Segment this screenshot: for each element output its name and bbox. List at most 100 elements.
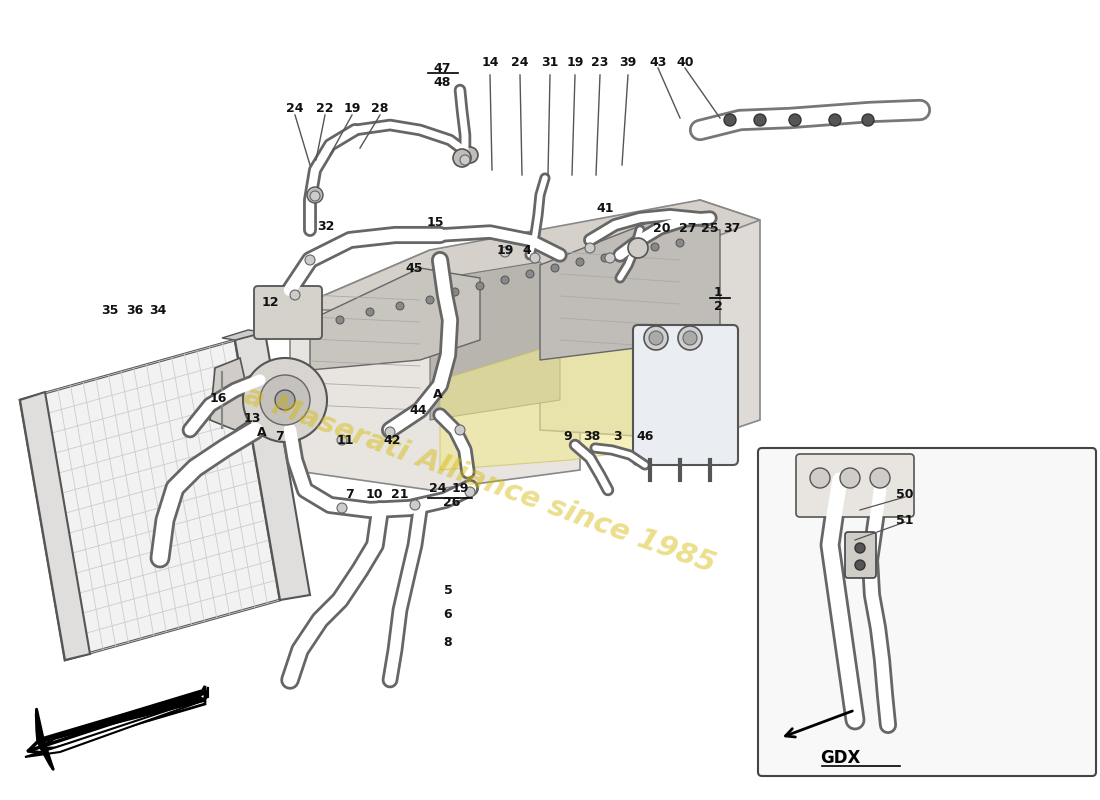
Text: 51: 51 [896, 514, 914, 526]
Circle shape [460, 155, 470, 165]
Text: 11: 11 [337, 434, 354, 446]
Polygon shape [25, 687, 208, 757]
Text: 46: 46 [636, 430, 653, 442]
Text: 50: 50 [896, 487, 914, 501]
Text: 45: 45 [405, 262, 422, 274]
Polygon shape [440, 340, 640, 470]
Text: 44: 44 [409, 403, 427, 417]
Circle shape [500, 276, 509, 284]
Text: a Maserati Alliance since 1985: a Maserati Alliance since 1985 [241, 382, 719, 578]
Circle shape [337, 435, 346, 445]
Text: 19: 19 [343, 102, 361, 114]
Text: 41: 41 [596, 202, 614, 214]
Circle shape [410, 500, 420, 510]
Text: 12: 12 [262, 295, 278, 309]
FancyBboxPatch shape [254, 286, 322, 339]
Text: 6: 6 [443, 609, 452, 622]
Circle shape [337, 503, 346, 513]
Polygon shape [210, 358, 250, 430]
Circle shape [810, 468, 830, 488]
Text: 24: 24 [286, 102, 304, 114]
Circle shape [426, 296, 434, 304]
Polygon shape [540, 218, 720, 360]
Text: 43: 43 [649, 55, 667, 69]
Text: 5: 5 [443, 583, 452, 597]
Circle shape [829, 114, 842, 126]
Circle shape [601, 254, 609, 262]
Polygon shape [20, 340, 281, 660]
Text: 25: 25 [702, 222, 718, 234]
Circle shape [476, 282, 484, 290]
Circle shape [462, 147, 478, 163]
Text: 7: 7 [276, 430, 285, 442]
Circle shape [855, 560, 865, 570]
Circle shape [366, 308, 374, 316]
Circle shape [676, 239, 684, 247]
Circle shape [260, 375, 310, 425]
Circle shape [678, 326, 702, 350]
Circle shape [644, 326, 668, 350]
Text: 31: 31 [541, 55, 559, 69]
Text: A: A [433, 387, 443, 401]
Text: 38: 38 [583, 430, 601, 442]
Circle shape [789, 114, 801, 126]
Circle shape [455, 425, 465, 435]
Circle shape [385, 427, 395, 437]
Text: 37: 37 [724, 222, 740, 234]
Polygon shape [310, 268, 480, 370]
Text: 27: 27 [680, 222, 696, 234]
Text: A: A [257, 426, 267, 438]
Circle shape [585, 243, 595, 253]
Text: 7: 7 [345, 487, 354, 501]
Circle shape [310, 191, 320, 201]
Circle shape [862, 114, 874, 126]
Circle shape [307, 187, 323, 203]
Text: 8: 8 [443, 635, 452, 649]
Text: 1: 1 [714, 286, 723, 298]
Circle shape [500, 247, 510, 257]
Polygon shape [20, 392, 90, 660]
Circle shape [305, 255, 315, 265]
Text: 36: 36 [126, 303, 144, 317]
Circle shape [306, 326, 313, 334]
Text: 4: 4 [522, 243, 531, 257]
Polygon shape [40, 686, 205, 748]
Circle shape [605, 253, 615, 263]
Text: 26: 26 [443, 495, 461, 509]
Circle shape [840, 468, 860, 488]
Circle shape [551, 264, 559, 272]
Polygon shape [430, 262, 560, 420]
Circle shape [626, 248, 634, 256]
Circle shape [336, 316, 344, 324]
FancyBboxPatch shape [632, 325, 738, 465]
Text: 40: 40 [676, 55, 694, 69]
Text: 16: 16 [209, 391, 227, 405]
FancyBboxPatch shape [758, 448, 1096, 776]
Text: 10: 10 [365, 487, 383, 501]
Text: 28: 28 [372, 102, 388, 114]
FancyBboxPatch shape [796, 454, 914, 517]
Text: 15: 15 [427, 215, 443, 229]
Circle shape [526, 270, 534, 278]
Circle shape [870, 468, 890, 488]
Text: 20: 20 [653, 222, 671, 234]
Circle shape [628, 238, 648, 258]
Text: 23: 23 [592, 55, 608, 69]
Circle shape [576, 258, 584, 266]
Circle shape [451, 288, 459, 296]
Text: GDX: GDX [820, 749, 860, 767]
Polygon shape [222, 330, 265, 340]
Text: 21: 21 [392, 487, 409, 501]
Text: 22: 22 [317, 102, 333, 114]
Text: 9: 9 [563, 430, 572, 442]
Text: 39: 39 [619, 55, 637, 69]
Circle shape [855, 543, 865, 553]
Circle shape [275, 390, 295, 410]
Text: 3: 3 [614, 430, 623, 442]
Text: 19: 19 [566, 55, 584, 69]
Circle shape [396, 302, 404, 310]
Text: 19: 19 [496, 243, 514, 257]
Polygon shape [290, 200, 760, 310]
Circle shape [683, 331, 697, 345]
Circle shape [754, 114, 766, 126]
